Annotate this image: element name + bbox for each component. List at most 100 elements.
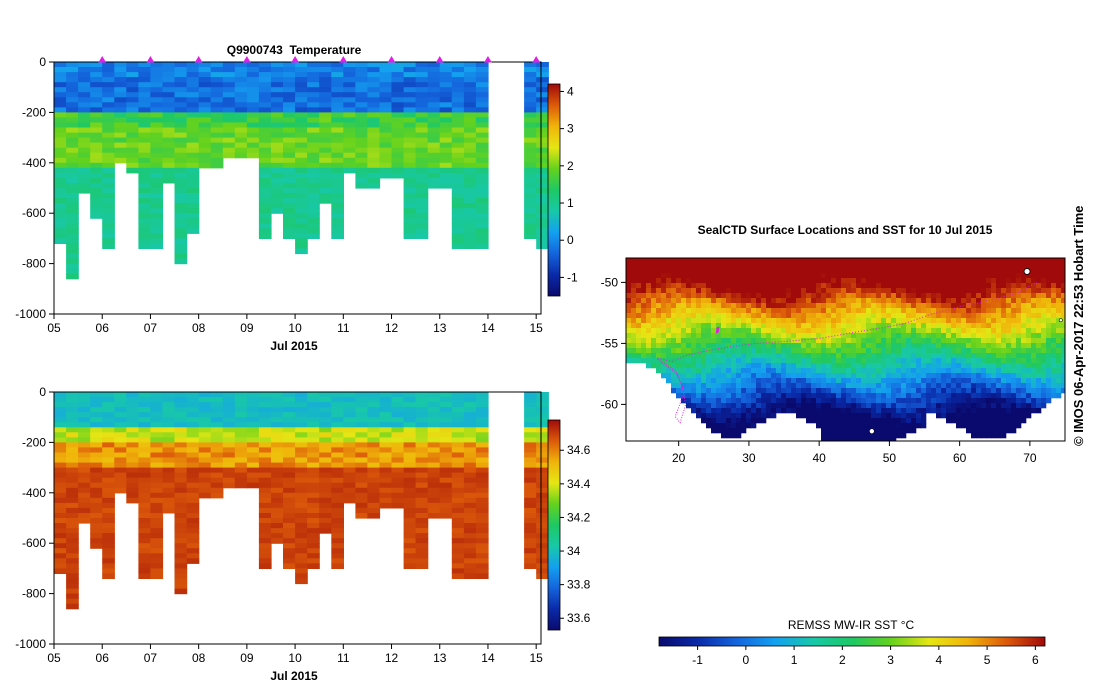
section-cell (355, 507, 369, 514)
section-cell (536, 117, 549, 123)
sst-cell (986, 363, 992, 369)
section-cell (403, 228, 417, 234)
sst-cell (626, 268, 632, 274)
sst-cell (926, 328, 932, 334)
section-cell (138, 528, 152, 534)
sst-cell (851, 378, 857, 384)
sst-cell (971, 403, 977, 409)
section-cell (258, 543, 272, 549)
sst-cell (671, 388, 677, 394)
sst-cell (706, 303, 712, 309)
section-cell (102, 77, 115, 83)
section-cell (258, 513, 272, 519)
sst-cell (676, 348, 682, 354)
section-cell (186, 422, 200, 428)
sst-cell (1016, 393, 1022, 399)
sst-cell (1016, 313, 1022, 319)
section-cell (126, 117, 139, 123)
sst-cell (841, 363, 847, 369)
sst-cell (991, 358, 997, 364)
section-cell (102, 193, 115, 199)
sst-cell (866, 403, 872, 409)
section-cell (54, 162, 67, 169)
sst-cell (701, 323, 707, 329)
section-cell (271, 82, 284, 88)
sst-cell (931, 293, 937, 299)
sst-cell (846, 268, 852, 274)
section-cell (427, 142, 441, 149)
sst-cell (711, 408, 717, 414)
section-cell (174, 507, 188, 514)
sst-cell (811, 388, 817, 394)
section-cell (403, 77, 417, 83)
section-cell (307, 102, 320, 108)
section-cell (66, 87, 79, 93)
section-cell (367, 112, 381, 118)
sst-cell (846, 393, 852, 399)
sst-cell (856, 308, 862, 314)
y-tick-label: -1000 (15, 637, 46, 651)
section-cell (90, 513, 103, 519)
section-cell (283, 162, 296, 169)
section-cell (524, 558, 537, 564)
sst-cell (786, 378, 792, 384)
section-cell (475, 228, 489, 234)
section-cell (78, 117, 91, 123)
sst-cell (1021, 363, 1027, 369)
sst-cell (996, 313, 1002, 319)
sst-cell (961, 358, 967, 364)
section-cell (186, 107, 200, 113)
sst-cell (761, 273, 767, 279)
sst-cell (901, 388, 907, 394)
sst-cell (891, 338, 897, 344)
section-cell (463, 188, 477, 194)
sst-cell (906, 263, 912, 269)
sst-cell (716, 358, 722, 364)
sst-cell (1046, 288, 1052, 294)
section-cell (150, 402, 164, 408)
section-cell (186, 183, 200, 189)
section-cell (258, 122, 272, 129)
sst-cell (731, 258, 737, 264)
sst-cell (691, 308, 697, 314)
sst-cell (926, 393, 932, 399)
sst-cell (726, 408, 732, 414)
sst-cell (851, 283, 857, 289)
section-cell (463, 193, 477, 199)
section-cell (126, 97, 139, 103)
section-cell (536, 67, 549, 73)
sst-cell (666, 348, 672, 354)
sst-cell (831, 293, 837, 299)
section-cell (295, 573, 308, 579)
section-cell (54, 157, 67, 164)
sst-cell (966, 293, 972, 299)
section-cell (524, 487, 537, 494)
section-cell (78, 417, 91, 423)
section-cell (150, 62, 164, 68)
section-cell (234, 422, 248, 428)
section-cell (403, 82, 417, 88)
sst-cell (966, 323, 972, 329)
sst-cell (741, 368, 747, 374)
sst-cell (986, 323, 992, 329)
sst-cell (721, 368, 727, 374)
section-cell (162, 457, 176, 464)
section-cell (295, 213, 308, 219)
section-cell (126, 132, 139, 139)
section-cell (379, 162, 393, 169)
section-cell (102, 132, 115, 139)
sst-cell (1036, 328, 1042, 334)
section-cell (427, 492, 441, 499)
section-cell (126, 467, 139, 474)
section-cell (379, 172, 393, 179)
section-cell (138, 457, 152, 464)
sst-cell (921, 338, 927, 344)
section-cell (66, 467, 79, 474)
section-cell (463, 82, 477, 88)
section-cell (66, 487, 79, 494)
section-cell (427, 397, 441, 403)
section-cell (126, 412, 139, 418)
sst-cell (961, 398, 967, 404)
section-cell (343, 102, 356, 108)
section-cell (54, 177, 67, 184)
